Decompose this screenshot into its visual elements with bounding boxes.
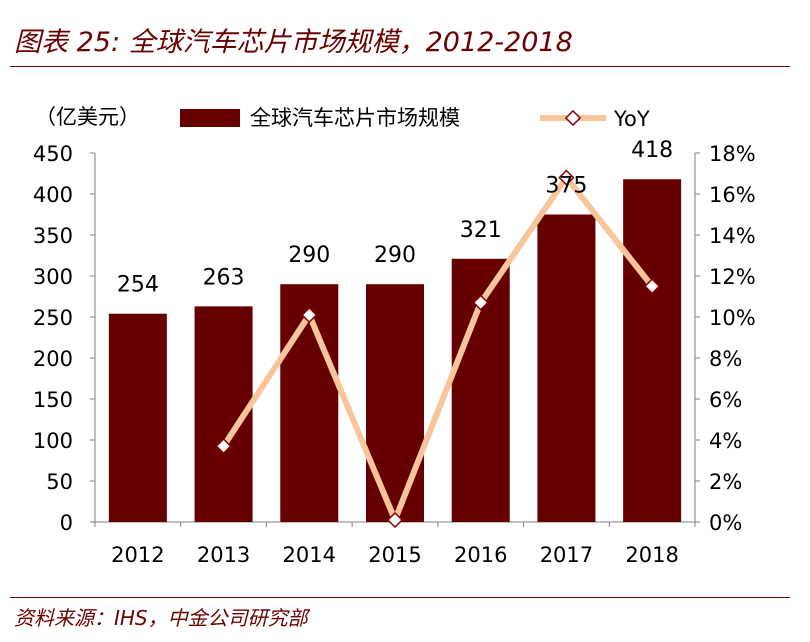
right-tick-label: 4% [709,429,742,453]
bar-2015 [366,284,424,522]
source-divider [10,597,790,598]
left-tick-label: 250 [33,306,73,330]
bar-data-label: 375 [545,174,587,199]
left-tick-label: 50 [46,470,73,494]
data-labels-group: 254 263 290 290 321 375 418 [117,138,673,297]
yoy-line [221,174,655,523]
left-tick-label: 450 [33,142,73,166]
x-tick-label: 2018 [625,543,678,567]
x-tick-label: 2015 [368,543,421,567]
right-tick-label: 0% [709,511,742,535]
right-tick-label: 2% [709,470,742,494]
left-tick-label: 150 [33,388,73,412]
bar-data-label: 263 [203,265,245,290]
right-tick-label: 8% [709,347,742,371]
right-tick-label: 12% [709,265,756,289]
chart-axes: 0 50 100 150 200 250 300 350 400 450 0% 2% 4% 6% 8% 10%… [33,142,756,567]
x-tick-label: 2013 [197,543,250,567]
right-tick-label: 14% [709,224,756,248]
bar-data-label: 290 [288,243,330,268]
yoy-marker [644,278,661,295]
source-note: 资料来源：IHS，中金公司研究部 [14,606,308,630]
bar-2012 [108,313,167,522]
bar-data-label: 418 [631,138,673,163]
left-tick-label: 100 [33,429,73,453]
bar-data-label: 290 [374,243,416,268]
y-axis-unit-label: （亿美元） [35,105,140,129]
bar-data-label: 321 [460,218,502,243]
legend-line-marker [564,109,582,127]
legend: （亿美元） 全球汽车芯片市场规模 YoY [35,105,650,131]
title-divider [10,66,790,67]
bar-2017 [537,214,596,522]
bar-2014 [280,284,339,522]
chart-title: 图表 25: 全球汽车芯片市场规模，2012-2018 [14,27,573,58]
right-tick-label: 6% [709,388,742,412]
yoy-marker [386,511,404,529]
right-tick-label: 18% [709,142,756,166]
bar-data-label: 254 [117,273,159,298]
bar-2018 [623,179,682,523]
bars-group [108,179,682,523]
left-tick-label: 350 [33,224,73,248]
yoy-line-group [215,169,661,529]
yoy-marker [472,294,489,311]
legend-line-label: YoY [613,107,650,131]
left-tick-label: 300 [33,265,73,289]
x-tick-label: 2012 [111,543,164,567]
right-tick-label: 10% [709,306,756,330]
yoy-marker [215,438,232,455]
right-tick-label: 16% [709,183,756,207]
left-tick-label: 200 [33,347,73,371]
x-tick-label: 2014 [283,543,336,567]
left-tick-label: 0 [60,511,73,535]
legend-bar-label: 全球汽车芯片市场规模 [250,106,460,130]
left-tick-label: 400 [33,183,73,207]
x-tick-label: 2017 [540,543,593,567]
yoy-marker [558,169,575,186]
yoy-marker [301,306,318,324]
legend-bar-swatch [180,109,240,127]
x-tick-label: 2016 [454,543,507,567]
